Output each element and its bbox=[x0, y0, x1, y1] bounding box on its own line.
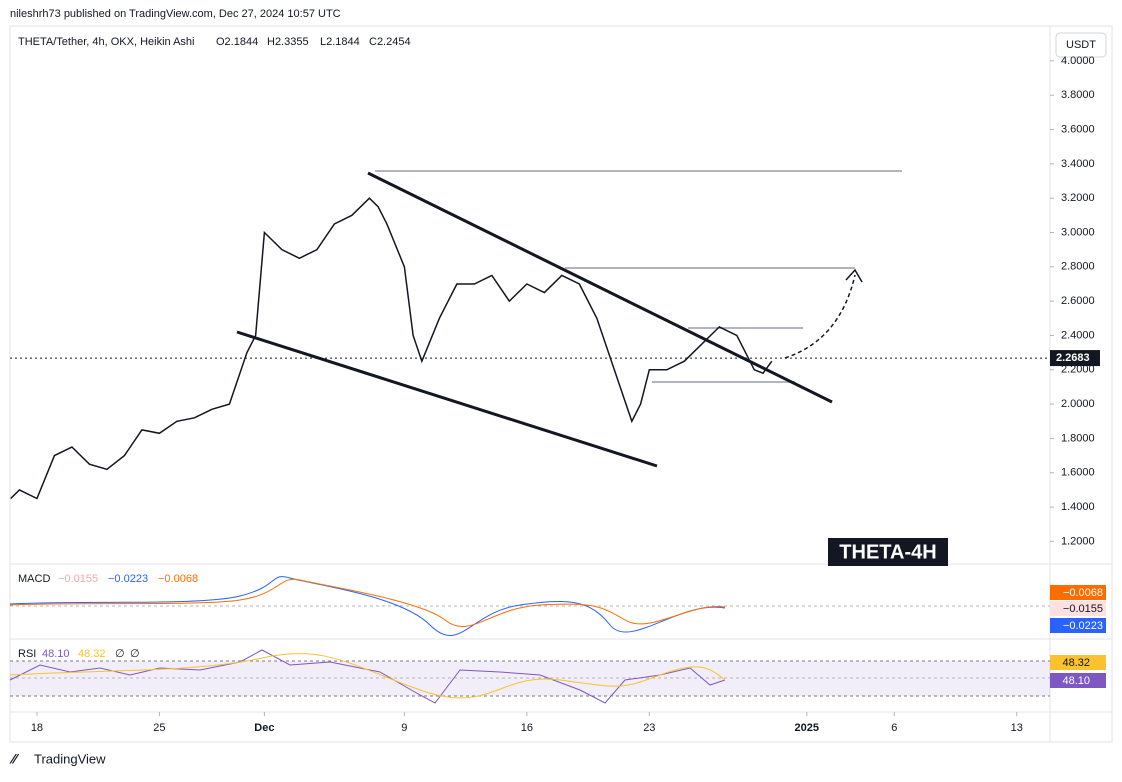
y-tick-label: 2.2000 bbox=[1061, 364, 1095, 376]
trendline bbox=[236, 330, 658, 468]
frame bbox=[9, 25, 1113, 743]
y-tick-label: 1.4000 bbox=[1061, 501, 1095, 513]
badge bbox=[1050, 655, 1106, 670]
annotation: THETA-4H bbox=[839, 541, 936, 563]
macd-legend: −0.0223 bbox=[108, 573, 148, 585]
last-price-label: 2.2683 bbox=[1056, 352, 1090, 364]
publisher: nileshrh73 published on TradingView.com,… bbox=[10, 8, 341, 20]
footer-brand: TradingView bbox=[34, 751, 106, 766]
ohlc: C2.2454 bbox=[369, 36, 411, 48]
rsi-legend: 48.32 bbox=[78, 648, 106, 660]
x-tick-label: 2025 bbox=[795, 722, 819, 734]
y-tick-label: 2.8000 bbox=[1061, 261, 1095, 273]
x-tick-label: 6 bbox=[891, 722, 897, 734]
x-tick-label: 25 bbox=[153, 722, 165, 734]
y-tick-label: 1.6000 bbox=[1061, 467, 1095, 479]
x-tick-label: 23 bbox=[643, 722, 655, 734]
rsi-title: RSI bbox=[18, 648, 36, 660]
rsi-legend: 48.10 bbox=[42, 648, 70, 660]
y-tick-label: 3.6000 bbox=[1061, 123, 1095, 135]
ohlc: O2.1844 bbox=[216, 36, 258, 48]
price-line bbox=[10, 197, 773, 500]
ohlc: H2.3355 bbox=[267, 36, 309, 48]
badge-label: 48.32 bbox=[1062, 657, 1090, 669]
last-price-badge bbox=[1050, 350, 1100, 367]
badge-label: −0.0223 bbox=[1063, 620, 1103, 632]
y-tick-label: 1.8000 bbox=[1061, 432, 1095, 444]
arrow-head bbox=[845, 268, 863, 283]
projection-arrow bbox=[784, 274, 856, 359]
signal-line bbox=[9, 578, 726, 627]
badge-label: 48.10 bbox=[1062, 675, 1090, 687]
x-tick-label: Dec bbox=[254, 722, 274, 734]
macd-legend: −0.0068 bbox=[158, 573, 198, 585]
y-tick-label: 2.0000 bbox=[1061, 398, 1095, 410]
badge-label: −0.0155 bbox=[1063, 603, 1103, 615]
symbol: THETA/Tether, 4h, OKX, Heikin Ashi bbox=[18, 36, 194, 48]
rsi-line bbox=[9, 649, 726, 704]
x-tick-label: 13 bbox=[1011, 722, 1023, 734]
badge bbox=[1050, 673, 1106, 688]
y-tick-label: 3.8000 bbox=[1061, 89, 1095, 101]
x-tick-label: 9 bbox=[401, 722, 407, 734]
ohlc: L2.1844 bbox=[320, 36, 360, 48]
rsi-legend: ∅ bbox=[115, 648, 125, 660]
rsi-legend: ∅ bbox=[130, 648, 140, 660]
y-tick-label: 2.6000 bbox=[1061, 295, 1095, 307]
logo: ⁄⁄ bbox=[9, 751, 19, 767]
badge bbox=[1050, 618, 1106, 633]
badge bbox=[1050, 601, 1106, 616]
x-tick-label: 18 bbox=[31, 722, 43, 734]
drawings bbox=[375, 170, 902, 383]
trendline bbox=[367, 171, 833, 404]
y-tick-label: 3.0000 bbox=[1061, 226, 1095, 238]
y-tick-label: 3.4000 bbox=[1061, 158, 1095, 170]
macd-title: MACD bbox=[18, 573, 50, 585]
currency[interactable]: USDT bbox=[1066, 39, 1096, 51]
y-tick-label: 2.4000 bbox=[1061, 329, 1095, 341]
macd-line bbox=[9, 576, 726, 637]
badge bbox=[1050, 585, 1106, 600]
currency-button[interactable] bbox=[1055, 32, 1107, 58]
x-tick-label: 16 bbox=[521, 722, 533, 734]
macd-legend: −0.0155 bbox=[58, 573, 98, 585]
annotation-box bbox=[828, 538, 948, 566]
y-tick-label: 3.2000 bbox=[1061, 192, 1095, 204]
y-tick-label: 1.2000 bbox=[1061, 535, 1095, 547]
rsi-ma bbox=[9, 653, 726, 699]
y-tick-label: 4.0000 bbox=[1061, 55, 1095, 67]
badge-label: −0.0068 bbox=[1063, 587, 1103, 599]
